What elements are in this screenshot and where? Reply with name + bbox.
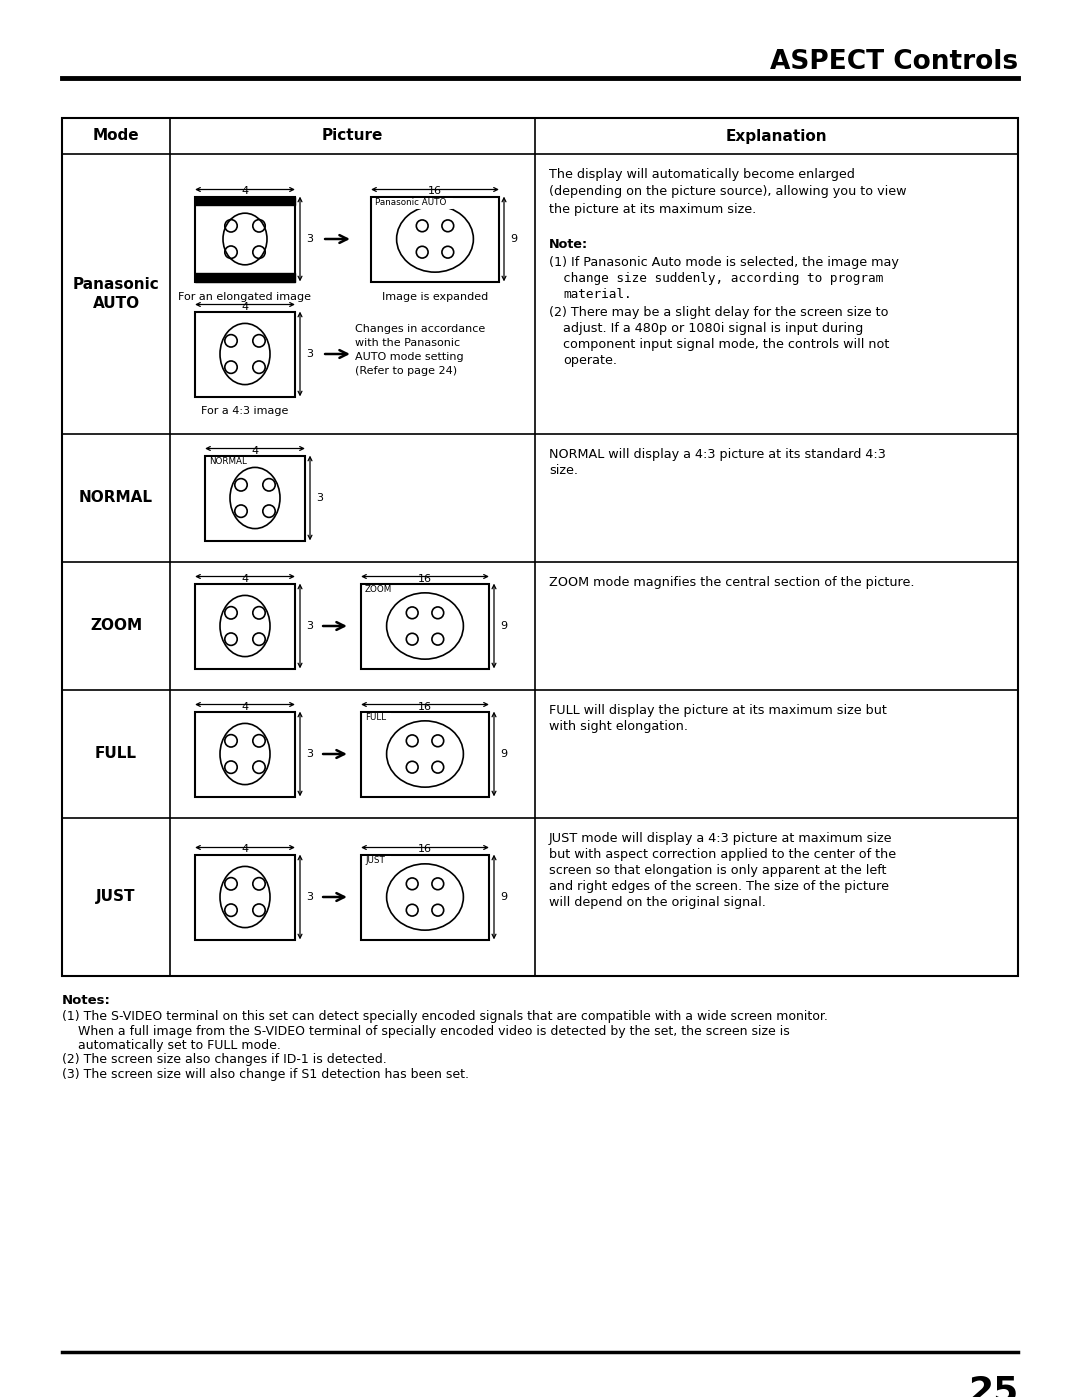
Text: 16: 16 bbox=[428, 187, 442, 197]
Text: 4: 4 bbox=[242, 845, 248, 855]
Bar bbox=[62, 117, 1018, 977]
Text: 4: 4 bbox=[252, 446, 258, 455]
Bar bbox=[373, 197, 451, 208]
Text: ZOOM: ZOOM bbox=[90, 619, 143, 633]
Text: Panasonic AUTO: Panasonic AUTO bbox=[375, 198, 446, 207]
Text: material.: material. bbox=[563, 288, 632, 300]
Text: FULL will display the picture at its maximum size but: FULL will display the picture at its max… bbox=[549, 704, 887, 717]
Text: ZOOM: ZOOM bbox=[365, 585, 392, 594]
Text: Mode: Mode bbox=[93, 129, 139, 144]
Text: When a full image from the S-VIDEO terminal of specially encoded video is detect: When a full image from the S-VIDEO termi… bbox=[62, 1024, 789, 1038]
Text: adjust. If a 480p or 1080i signal is input during: adjust. If a 480p or 1080i signal is inp… bbox=[563, 321, 863, 335]
Text: 3: 3 bbox=[316, 493, 323, 503]
Text: ASPECT Controls: ASPECT Controls bbox=[770, 49, 1018, 75]
Text: (1) The S-VIDEO terminal on this set can detect specially encoded signals that a: (1) The S-VIDEO terminal on this set can… bbox=[62, 1010, 828, 1023]
Bar bbox=[361, 855, 489, 940]
Bar bbox=[195, 855, 295, 940]
Text: Image is expanded: Image is expanded bbox=[382, 292, 488, 302]
Text: 16: 16 bbox=[418, 701, 432, 711]
Text: Note:: Note: bbox=[549, 237, 589, 251]
Bar bbox=[195, 197, 295, 204]
Text: 3: 3 bbox=[306, 349, 313, 359]
Text: (3) The screen size will also change if S1 detection has been set.: (3) The screen size will also change if … bbox=[62, 1067, 469, 1081]
Text: component input signal mode, the controls will not: component input signal mode, the control… bbox=[563, 338, 889, 351]
Text: NORMAL: NORMAL bbox=[79, 490, 153, 506]
Text: screen so that elongation is only apparent at the left: screen so that elongation is only appare… bbox=[549, 863, 887, 877]
Text: JUST mode will display a 4:3 picture at maximum size: JUST mode will display a 4:3 picture at … bbox=[549, 833, 892, 845]
Text: 4: 4 bbox=[242, 187, 248, 197]
Text: 9: 9 bbox=[500, 893, 508, 902]
Text: Notes:: Notes: bbox=[62, 995, 111, 1007]
Text: Changes in accordance
with the Panasonic
AUTO mode setting
(Refer to page 24): Changes in accordance with the Panasonic… bbox=[355, 324, 485, 376]
Bar bbox=[205, 455, 305, 541]
Text: NORMAL will display a 4:3 picture at its standard 4:3: NORMAL will display a 4:3 picture at its… bbox=[549, 448, 886, 461]
Bar bbox=[363, 584, 390, 595]
Text: 9: 9 bbox=[500, 622, 508, 631]
Text: (2) There may be a slight delay for the screen size to: (2) There may be a slight delay for the … bbox=[549, 306, 889, 319]
Text: JUST: JUST bbox=[96, 890, 136, 904]
Text: automatically set to FULL mode.: automatically set to FULL mode. bbox=[62, 1039, 281, 1052]
Text: will depend on the original signal.: will depend on the original signal. bbox=[549, 895, 766, 909]
Bar bbox=[207, 457, 244, 467]
Text: size.: size. bbox=[549, 464, 578, 476]
Text: 4: 4 bbox=[242, 701, 248, 711]
Text: 9: 9 bbox=[500, 749, 508, 759]
Text: 3: 3 bbox=[306, 893, 313, 902]
Text: Panasonic
AUTO: Panasonic AUTO bbox=[72, 277, 160, 310]
Text: and right edges of the screen. The size of the picture: and right edges of the screen. The size … bbox=[549, 880, 889, 893]
Text: 3: 3 bbox=[306, 622, 313, 631]
Text: JUST: JUST bbox=[365, 856, 384, 865]
Text: NORMAL: NORMAL bbox=[210, 457, 247, 467]
Text: (1) If Panasonic Auto mode is selected, the image may: (1) If Panasonic Auto mode is selected, … bbox=[549, 256, 899, 270]
Text: with sight elongation.: with sight elongation. bbox=[549, 719, 688, 733]
Bar bbox=[372, 197, 499, 282]
Text: 16: 16 bbox=[418, 845, 432, 855]
Text: ZOOM mode magnifies the central section of the picture.: ZOOM mode magnifies the central section … bbox=[549, 576, 915, 590]
Text: FULL: FULL bbox=[365, 712, 387, 722]
Text: (2) The screen size also changes if ID-1 is detected.: (2) The screen size also changes if ID-1… bbox=[62, 1053, 387, 1066]
Text: Picture: Picture bbox=[322, 129, 383, 144]
Text: 3: 3 bbox=[306, 749, 313, 759]
Text: 25: 25 bbox=[968, 1375, 1018, 1397]
Text: For an elongated image: For an elongated image bbox=[178, 292, 311, 302]
Bar bbox=[195, 711, 295, 796]
Text: 16: 16 bbox=[418, 574, 432, 584]
Text: FULL: FULL bbox=[95, 746, 137, 761]
Bar bbox=[195, 584, 295, 669]
Text: Explanation: Explanation bbox=[726, 129, 827, 144]
Text: operate.: operate. bbox=[563, 353, 617, 367]
Bar bbox=[195, 197, 295, 282]
Bar bbox=[195, 274, 295, 282]
Text: For a 4:3 image: For a 4:3 image bbox=[201, 407, 288, 416]
Text: change size suddenly, according to program: change size suddenly, according to progr… bbox=[563, 272, 883, 285]
Bar bbox=[195, 312, 295, 397]
Text: but with aspect correction applied to the center of the: but with aspect correction applied to th… bbox=[549, 848, 896, 861]
Text: 4: 4 bbox=[242, 302, 248, 312]
Bar bbox=[363, 712, 390, 722]
Bar bbox=[361, 711, 489, 796]
Text: 3: 3 bbox=[306, 235, 313, 244]
Text: The display will automatically become enlarged
(depending on the picture source): The display will automatically become en… bbox=[549, 168, 906, 217]
Bar bbox=[361, 584, 489, 669]
Bar bbox=[363, 855, 390, 866]
Text: 9: 9 bbox=[510, 235, 517, 244]
Text: 4: 4 bbox=[242, 574, 248, 584]
